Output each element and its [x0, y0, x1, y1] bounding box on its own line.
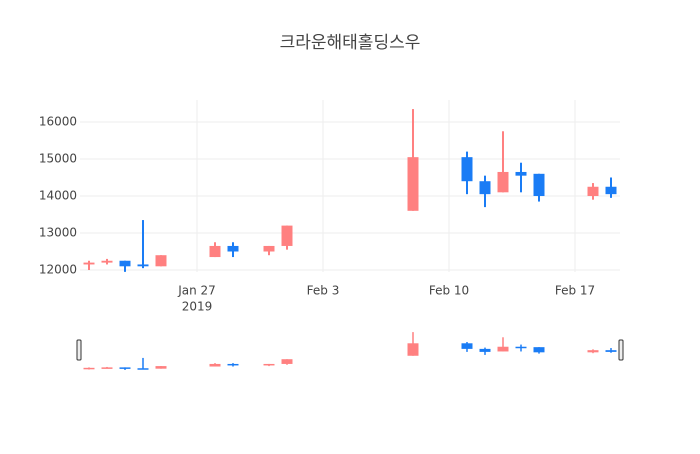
candle-body: [605, 186, 617, 195]
x-tick-label: Feb 10: [429, 284, 469, 298]
x-tick-label: Jan 27: [177, 284, 216, 298]
candle-body: [497, 171, 509, 193]
candle-body: [533, 173, 545, 197]
candle-body: [227, 363, 239, 366]
candle-body: [479, 348, 491, 352]
candle-body: [461, 343, 473, 349]
candle-body: [263, 363, 275, 366]
rangeslider-handle[interactable]: [618, 339, 624, 361]
candle-body: [155, 366, 167, 369]
x-tick-label: Feb 3: [307, 284, 340, 298]
candle-body: [587, 186, 599, 197]
candle-body: [83, 262, 95, 265]
candle-body: [119, 367, 131, 369]
candle-body: [263, 245, 275, 252]
x-tick-label: Feb 17: [555, 284, 595, 298]
candle-body: [209, 245, 221, 258]
candle-body: [101, 260, 113, 263]
candle-body: [479, 181, 491, 195]
candle-body: [605, 350, 617, 352]
candle-body: [227, 245, 239, 252]
candle-body: [83, 367, 95, 370]
candle-body: [461, 157, 473, 182]
candle-body: [515, 171, 527, 176]
y-tick-label: 12000: [39, 263, 77, 277]
candle-body: [281, 225, 293, 246]
y-tick-label: 14000: [39, 189, 77, 203]
candle-body: [281, 359, 293, 364]
y-tick-label: 16000: [39, 115, 77, 129]
chart-title: 크라운해태홀딩스우: [280, 33, 421, 53]
candle-body: [119, 260, 131, 267]
rangeslider-handle[interactable]: [76, 339, 82, 361]
y-tick-label: 15000: [39, 152, 77, 166]
candle-body: [407, 343, 419, 356]
candle-body: [155, 255, 167, 267]
candle-body: [497, 346, 509, 352]
candle-body: [137, 368, 149, 370]
candle-body: [407, 157, 419, 211]
candle-body: [209, 363, 221, 367]
candle-body: [137, 264, 149, 267]
candle-body: [101, 367, 113, 369]
y-tick-label: 13000: [39, 226, 77, 240]
x-tick-sublabel: 2019: [182, 300, 213, 314]
rangeslider-bg: [80, 330, 620, 370]
candle-body: [515, 346, 527, 349]
candle-body: [533, 347, 545, 353]
candle-body: [587, 350, 599, 353]
